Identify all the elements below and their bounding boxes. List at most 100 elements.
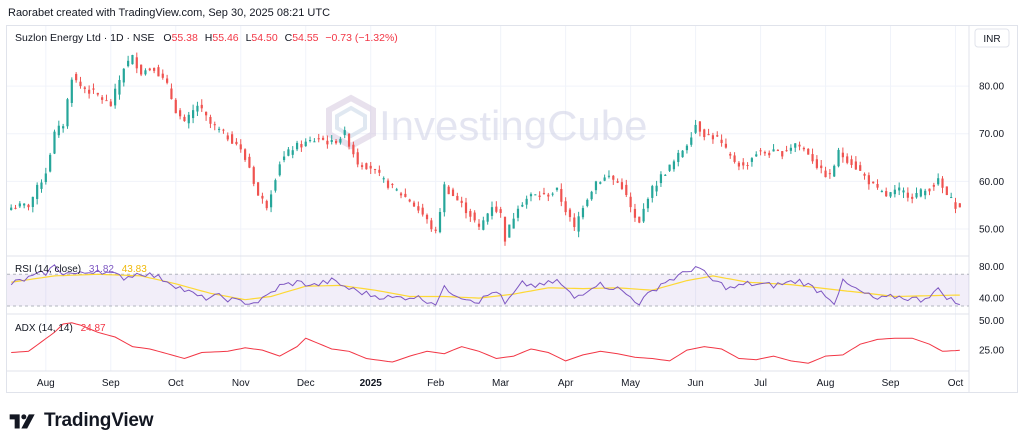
rsi-title: RSI (14, close) (15, 264, 81, 275)
candle (928, 188, 931, 196)
candle-body (49, 154, 52, 172)
candle (733, 152, 736, 164)
candle-body (521, 204, 524, 207)
time-tick-label: May (621, 378, 640, 389)
candle (183, 114, 186, 122)
candle (248, 153, 251, 169)
candle (148, 67, 151, 72)
candle (824, 166, 827, 178)
candle (235, 138, 238, 146)
candle (902, 187, 905, 199)
candle-body (66, 99, 69, 127)
candle (568, 207, 572, 222)
candle-body (473, 212, 476, 221)
candle-body (581, 208, 585, 218)
time-scale[interactable]: Aug Sep Oct Nov Dec 2025 Feb Mar Apr May Jun Jul Aug… (37, 378, 964, 389)
candle (31, 196, 34, 213)
candle (664, 173, 667, 177)
candle (460, 196, 463, 208)
candle (239, 139, 242, 153)
time-tick-label: Dec (297, 378, 315, 389)
candle (265, 199, 268, 211)
candle (425, 213, 429, 224)
candle-body (664, 174, 667, 176)
candle-body (625, 184, 628, 196)
candle-body (308, 140, 312, 142)
candle-body (781, 151, 784, 157)
candle-body (248, 156, 251, 168)
candle (114, 83, 117, 109)
rsi-line (10, 264, 960, 306)
candle-body (720, 139, 723, 144)
candle-body (902, 190, 905, 193)
candle-body (192, 110, 195, 119)
candle-body (170, 88, 173, 100)
price-scale[interactable]: 50.00 60.00 70.00 80.00 40.00 80.00 25.00 50.00 (979, 82, 1004, 357)
candle-body (633, 208, 637, 218)
candle (720, 134, 723, 147)
time-tick-label: Sep (102, 378, 120, 389)
candle-body (807, 148, 810, 155)
candle-body (31, 196, 34, 207)
time-tick-label: Jun (688, 378, 704, 389)
candle-body (898, 187, 901, 191)
candle-body (265, 200, 268, 209)
currency-button[interactable]: INR (974, 28, 1010, 48)
candle-body (772, 149, 775, 152)
candle (434, 226, 437, 234)
candle (958, 202, 961, 208)
candle (140, 64, 143, 77)
candle (451, 187, 455, 197)
candle (200, 99, 203, 112)
candle (828, 169, 831, 179)
candle (937, 173, 940, 186)
candle-body (876, 183, 879, 188)
candle-body (157, 67, 160, 77)
legend-symbol: Suzlon Energy Ltd · 1D · NSE (15, 32, 154, 44)
candle (365, 162, 368, 170)
candle-body (724, 143, 728, 148)
candle (750, 157, 754, 167)
candle (269, 190, 273, 213)
candle-body (737, 162, 741, 167)
candle (105, 94, 108, 102)
candle-body (508, 224, 511, 238)
candle-body (516, 208, 520, 218)
candle-body (131, 55, 134, 65)
grid-lines (7, 26, 969, 371)
candle-body (906, 192, 909, 198)
candle (768, 150, 771, 158)
candle-body (75, 73, 78, 81)
chart-canvas[interactable]: InvestingCube 50.00 60.00 70.00 80.00 40.00 8… (7, 26, 1017, 392)
candle (243, 148, 247, 162)
candle-body (287, 149, 290, 156)
candle-body (330, 140, 333, 142)
legend-l-label: L (246, 32, 252, 44)
candle (581, 205, 585, 220)
candle (477, 219, 481, 231)
candle (620, 178, 624, 191)
candle-body (44, 173, 47, 183)
candle (633, 203, 637, 222)
investingcube-logo-icon (326, 94, 376, 150)
candle (876, 179, 879, 190)
candle (404, 188, 407, 198)
candle (421, 203, 424, 217)
candle-body (811, 154, 814, 162)
candle (802, 146, 805, 152)
candle-body (187, 114, 190, 124)
candle-body (607, 175, 611, 177)
candle-body (14, 207, 17, 209)
candle (412, 200, 416, 208)
candle (555, 187, 559, 192)
candle (101, 94, 104, 104)
candle (863, 172, 866, 180)
candle-body (153, 67, 156, 71)
rsi-pane (7, 264, 969, 307)
candle-body (217, 128, 221, 130)
candle (542, 187, 546, 195)
candle-body (668, 164, 671, 171)
candle (109, 98, 112, 107)
tradingview-footer[interactable]: TradingView (8, 410, 154, 432)
candle-body (694, 124, 697, 133)
